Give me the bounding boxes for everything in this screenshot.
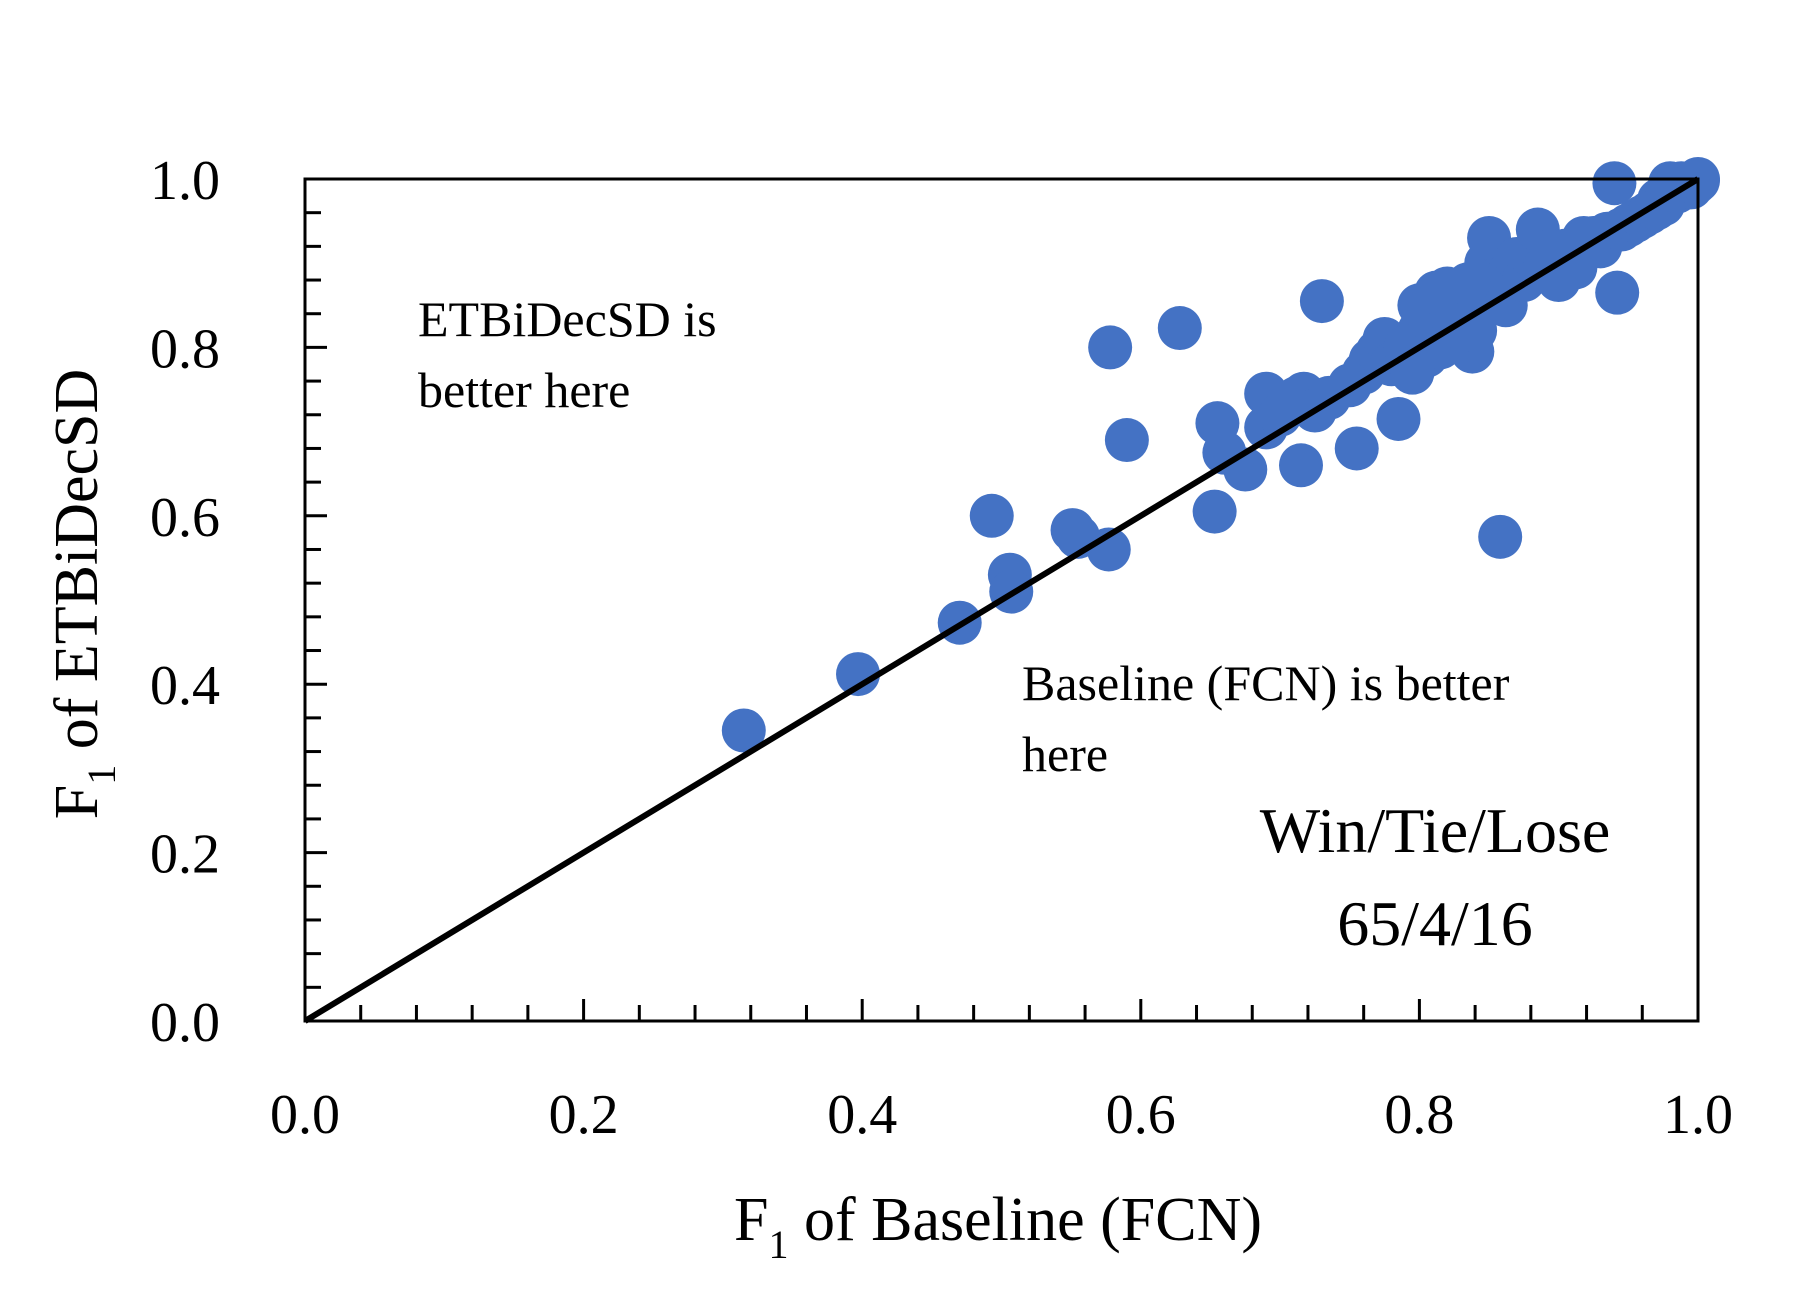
- y-tick-labels: 0.0 0.2 0.4 0.6 0.8 1.0: [150, 150, 220, 1054]
- data-point: [1376, 396, 1421, 441]
- x-tick-label: 0.2: [549, 1084, 619, 1146]
- data-point: [1299, 279, 1344, 324]
- y-tick-label: 0.6: [150, 487, 220, 549]
- y-tick-label: 0.4: [150, 655, 220, 717]
- y-tick-label: 0.8: [150, 318, 220, 380]
- data-point: [1478, 514, 1523, 559]
- data-point: [836, 652, 881, 697]
- data-point: [1595, 270, 1640, 315]
- data-point: [1088, 325, 1133, 370]
- y-tick-label: 0.2: [150, 824, 220, 886]
- x-tick-label: 0.0: [270, 1084, 340, 1146]
- data-point: [1104, 418, 1149, 463]
- y-axis-label-text: of ETBiDecSD: [43, 369, 111, 765]
- x-axis-label-text: of Baseline (FCN): [788, 1186, 1262, 1254]
- annotation-lower-line2: here: [1022, 726, 1108, 782]
- summary-line1: Win/Tie/Lose: [1260, 795, 1611, 866]
- data-point: [1592, 161, 1637, 206]
- data-point: [1278, 443, 1323, 488]
- data-point: [1334, 426, 1379, 471]
- y-tick-label: 1.0: [150, 150, 220, 212]
- x-tick-label: 0.4: [827, 1084, 897, 1146]
- x-axis-label-prefix: F: [734, 1186, 768, 1254]
- plot-frame: [303, 177, 1700, 1023]
- data-point: [1157, 306, 1202, 351]
- y-tick-label: 0.0: [150, 992, 220, 1054]
- y-axis-label: F1 of ETBiDecSD: [43, 369, 124, 820]
- annotation-upper-line1: ETBiDecSD is: [418, 291, 717, 347]
- data-points: [721, 157, 1720, 753]
- y-axis-label-subscript: 1: [79, 765, 124, 785]
- data-point: [721, 708, 766, 753]
- data-point: [969, 493, 1014, 538]
- y-axis-label-prefix: F: [43, 785, 111, 819]
- data-point: [1192, 489, 1237, 534]
- diagonal-reference-line: [303, 176, 1700, 1024]
- annotation-upper-line2: better here: [418, 362, 630, 418]
- x-tick-label: 1.0: [1663, 1084, 1733, 1146]
- x-tick-label: 0.8: [1384, 1084, 1454, 1146]
- x-axis-label-subscript: 1: [768, 1222, 788, 1267]
- x-axis-label: F1 of Baseline (FCN): [734, 1186, 1262, 1267]
- summary-line2: 65/4/16: [1337, 888, 1533, 959]
- x-tick-label: 0.6: [1106, 1084, 1176, 1146]
- x-tick-labels: 0.0 0.2 0.4 0.6 0.8 1.0: [270, 1084, 1733, 1146]
- annotation-lower-line1: Baseline (FCN) is better: [1022, 655, 1510, 711]
